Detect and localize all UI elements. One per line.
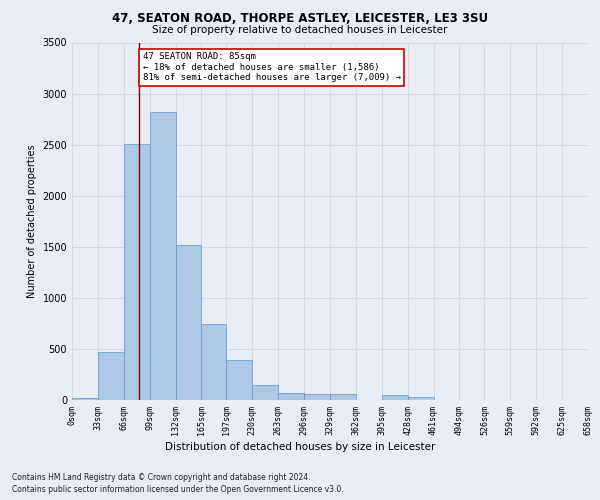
- Bar: [72, 398, 98, 400]
- Text: Contains HM Land Registry data © Crown copyright and database right 2024.: Contains HM Land Registry data © Crown c…: [12, 472, 311, 482]
- Bar: [253, 385, 278, 400]
- Text: Size of property relative to detached houses in Leicester: Size of property relative to detached ho…: [152, 25, 448, 35]
- Y-axis label: Number of detached properties: Number of detached properties: [27, 144, 37, 298]
- Text: 47 SEATON ROAD: 85sqm
← 18% of detached houses are smaller (1,586)
81% of semi-d: 47 SEATON ROAD: 85sqm ← 18% of detached …: [143, 52, 401, 82]
- Bar: [149, 112, 176, 400]
- Bar: [330, 394, 356, 400]
- Bar: [304, 394, 330, 400]
- Text: Contains public sector information licensed under the Open Government Licence v3: Contains public sector information licen…: [12, 485, 344, 494]
- Bar: [202, 324, 226, 400]
- Bar: [176, 244, 202, 400]
- Bar: [98, 352, 124, 400]
- Bar: [226, 360, 253, 400]
- Bar: [124, 144, 149, 400]
- Text: Distribution of detached houses by size in Leicester: Distribution of detached houses by size …: [165, 442, 435, 452]
- Bar: [278, 393, 304, 400]
- Bar: [407, 398, 434, 400]
- Bar: [382, 396, 407, 400]
- Text: 47, SEATON ROAD, THORPE ASTLEY, LEICESTER, LE3 3SU: 47, SEATON ROAD, THORPE ASTLEY, LEICESTE…: [112, 12, 488, 26]
